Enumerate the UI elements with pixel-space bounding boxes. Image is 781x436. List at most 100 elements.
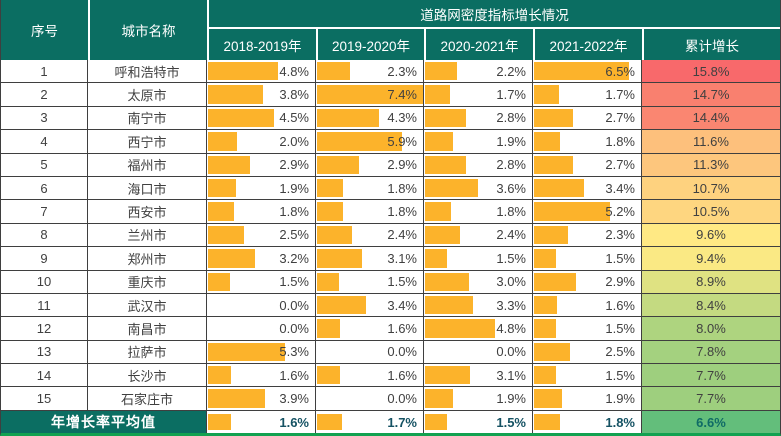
table-title: 道路网密度指标增长情况 [207, 0, 780, 27]
header-year-2020-2021: 2020-2021年 [424, 27, 533, 60]
row-serial: 10 [1, 270, 88, 293]
growth-value-cell: 2.5% [207, 223, 316, 247]
growth-value-cell: 1.6% [207, 411, 316, 433]
growth-value-cell: 1.8% [316, 200, 424, 223]
cumulative-growth-cell: 8.0% [642, 317, 780, 340]
growth-value-label: 1.6% [605, 297, 635, 313]
cumulative-growth-cell: 7.7% [642, 387, 780, 410]
growth-value-label: 1.5% [605, 250, 635, 266]
row-serial: 11 [1, 293, 88, 317]
growth-value-label: 5.9% [387, 133, 417, 149]
table-row: 5 福州市 2.9% 2.9% 2.8% 2.7% 11.3% [1, 153, 780, 177]
table-row: 3 南宁市 4.5% 4.3% 2.8% 2.7% 14.4% [1, 106, 780, 131]
growth-bar [317, 249, 362, 268]
growth-value-cell: 1.9% [533, 387, 642, 410]
row-serial: 4 [1, 130, 88, 153]
growth-value-label: 4.8% [279, 63, 309, 79]
growth-value-label: 3.4% [605, 180, 635, 196]
growth-value-cell: 1.5% [533, 247, 642, 270]
growth-value-cell: 1.9% [424, 130, 533, 153]
growth-value-label: 2.7% [605, 110, 635, 126]
growth-value-cell: 2.3% [316, 60, 424, 83]
growth-value-label: 1.9% [496, 133, 526, 149]
growth-bar [317, 225, 352, 245]
growth-value-cell: 1.6% [316, 364, 424, 387]
growth-bar [534, 178, 584, 198]
growth-value-cell: 6.5% [533, 60, 642, 83]
growth-value-label: 1.7% [387, 414, 417, 430]
growth-bar [534, 295, 558, 315]
growth-value-cell: 3.4% [533, 176, 642, 200]
row-city-name: 郑州市 [88, 247, 207, 270]
growth-bar [425, 202, 452, 221]
growth-value-cell: 4.5% [207, 106, 316, 130]
row-city-name: 拉萨市 [88, 340, 207, 364]
growth-value-label: 2.4% [387, 227, 417, 243]
growth-bar [425, 389, 453, 408]
growth-bar [425, 225, 461, 245]
growth-value-cell: 0.0% [207, 293, 316, 317]
table-row: 2 太原市 3.8% 7.4% 1.7% 1.7% 14.7% [1, 83, 780, 107]
cumulative-growth-cell: 10.5% [642, 200, 780, 223]
table-header: 序号 城市名称 道路网密度指标增长情况 2018-2019年 2019-2020… [1, 0, 780, 60]
growth-bar [208, 85, 264, 104]
growth-value-cell: 2.8% [424, 153, 533, 176]
growth-value-label: 3.1% [387, 250, 417, 266]
growth-bar [208, 225, 245, 245]
growth-value-cell: 1.5% [316, 270, 424, 293]
growth-value-label: 3.3% [496, 297, 526, 313]
growth-bar [534, 366, 556, 385]
growth-value-cell: 3.6% [424, 176, 533, 200]
cumulative-growth-cell: 9.6% [642, 223, 780, 247]
growth-bar [208, 202, 235, 221]
growth-value-cell: 0.0% [316, 387, 424, 410]
growth-value-label: 3.2% [279, 250, 309, 266]
cumulative-growth-cell: 11.6% [642, 130, 780, 153]
growth-value-label: 2.8% [496, 157, 526, 173]
row-serial: 14 [1, 364, 88, 387]
growth-value-label: 3.1% [496, 367, 526, 383]
growth-value-cell: 3.1% [316, 247, 424, 270]
table-row: 11 武汉市 0.0% 3.4% 3.3% 1.6% 8.4% [1, 293, 780, 318]
growth-value-cell: 3.9% [207, 387, 316, 410]
growth-value-label: 4.8% [496, 320, 526, 336]
row-city-name: 重庆市 [88, 270, 207, 293]
growth-value-cell: 2.5% [533, 340, 642, 364]
header-cumulative-growth: 累计增长 [642, 27, 780, 60]
table-row: 15 石家庄市 3.9% 0.0% 1.9% 1.9% 7.7% [1, 387, 780, 411]
growth-value-cell: 4.8% [207, 60, 316, 83]
average-row-label: 年增长率平均值 [1, 411, 207, 433]
growth-value-label: 1.7% [605, 87, 635, 103]
row-city-name: 西安市 [88, 200, 207, 223]
growth-value-cell: 2.7% [533, 106, 642, 130]
growth-value-label: 2.3% [387, 63, 417, 79]
growth-bar [208, 389, 265, 408]
growth-value-label: 0.0% [387, 391, 417, 407]
growth-value-cell: 3.2% [207, 247, 316, 270]
growth-bar [534, 62, 629, 81]
table-row: 14 长沙市 1.6% 1.6% 3.1% 1.5% 7.7% [1, 364, 780, 388]
growth-value-label: 0.0% [496, 344, 526, 360]
row-serial: 3 [1, 106, 88, 130]
growth-bar [534, 132, 561, 151]
row-serial: 7 [1, 200, 88, 223]
row-city-name: 南宁市 [88, 106, 207, 130]
growth-value-cell: 0.0% [316, 340, 424, 364]
growth-value-cell: 1.5% [424, 411, 533, 433]
row-serial: 5 [1, 153, 88, 176]
growth-bar [317, 202, 344, 221]
growth-bar [317, 155, 359, 174]
growth-value-cell: 1.9% [207, 176, 316, 200]
growth-value-cell: 1.7% [533, 83, 642, 106]
growth-bar [534, 249, 556, 268]
row-city-name: 福州市 [88, 153, 207, 176]
row-city-name: 南昌市 [88, 317, 207, 340]
growth-value-label: 1.6% [279, 367, 309, 383]
growth-value-cell: 1.9% [424, 387, 533, 410]
growth-value-cell: 2.3% [533, 223, 642, 247]
growth-bar [317, 132, 403, 151]
row-serial: 2 [1, 83, 88, 106]
row-serial: 6 [1, 176, 88, 200]
row-city-name: 呼和浩特市 [88, 60, 207, 83]
growth-bar [425, 295, 474, 315]
